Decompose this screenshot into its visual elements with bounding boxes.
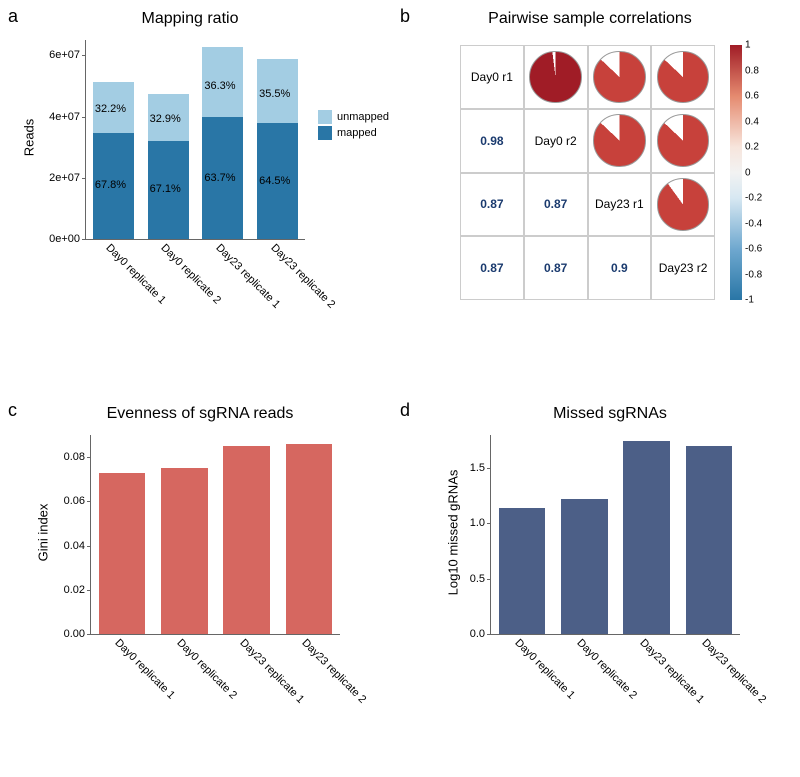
- bar: [686, 446, 733, 634]
- corr-value: 0.9: [588, 236, 652, 300]
- corr-pie-cell: [651, 45, 715, 109]
- panel-a-ylabel: Reads: [21, 119, 36, 157]
- legend-swatch: [318, 110, 332, 124]
- bar-pct-mapped: 63.7%: [204, 172, 235, 184]
- panel-a-legend: unmapped mapped: [318, 110, 389, 142]
- panel-d-label: d: [400, 400, 410, 421]
- corr-diag-label: Day23 r1: [588, 173, 652, 237]
- correlation-matrix: Day0 r10.98Day0 r20.870.87Day23 r10.870.…: [460, 45, 715, 300]
- colorbar-tick: 0.2: [742, 142, 759, 153]
- corr-value: 0.87: [460, 173, 524, 237]
- corr-pie: [529, 51, 581, 103]
- colorbar-tick: -0.4: [742, 218, 762, 229]
- colorbar-tick: 0.4: [742, 116, 759, 127]
- bar: [161, 468, 208, 634]
- colorbar-tick: -0.2: [742, 193, 762, 204]
- bar: [223, 446, 270, 634]
- ytick: 0.00: [64, 628, 91, 640]
- bar: [286, 444, 333, 634]
- panel-c-ylabel: Gini index: [35, 504, 50, 562]
- legend-text: unmapped: [337, 111, 389, 123]
- bar: [623, 441, 670, 634]
- corr-pie-cell: [651, 173, 715, 237]
- ytick: 0.04: [64, 540, 91, 552]
- corr-pie-cell: [524, 45, 588, 109]
- corr-pie: [593, 51, 645, 103]
- ytick: 0.5: [470, 573, 491, 585]
- legend-swatch: [318, 126, 332, 140]
- panel-b-title: Pairwise sample correlations: [440, 10, 740, 28]
- ytick: 0.02: [64, 584, 91, 596]
- legend-item: unmapped: [318, 110, 389, 124]
- bar-pct-unmapped: 35.5%: [259, 88, 290, 100]
- panel-b-label: b: [400, 6, 410, 27]
- panel-c-label: c: [8, 400, 17, 421]
- corr-pie-cell: [588, 109, 652, 173]
- ytick: 4e+07: [49, 111, 86, 123]
- colorbar-tick: 0: [742, 167, 751, 178]
- colorbar-tick: 0.8: [742, 65, 759, 76]
- ytick: 0.0: [470, 628, 491, 640]
- panel-c-title: Evenness of sgRNA reads: [60, 405, 340, 423]
- corr-diag-label: Day23 r2: [651, 236, 715, 300]
- colorbar-tick: -0.6: [742, 244, 762, 255]
- corr-pie: [657, 178, 709, 230]
- panel-d-title: Missed sgRNAs: [480, 405, 740, 423]
- xtick-label: Day0 replicate 2: [158, 242, 223, 307]
- xtick-label: Day0 replicate 1: [112, 637, 177, 702]
- ytick: 1.0: [470, 517, 491, 529]
- corr-pie: [657, 114, 709, 166]
- colorbar: 10.80.60.40.20-0.2-0.4-0.6-0.8-1: [730, 45, 742, 300]
- bar: [561, 499, 608, 634]
- corr-value: 0.87: [524, 173, 588, 237]
- mapping-ratio-chart: 0e+002e+074e+076e+0767.8%32.2%Day0 repli…: [85, 40, 305, 240]
- stacked-bar: [257, 59, 298, 239]
- bar-pct-unmapped: 32.9%: [150, 113, 181, 125]
- ytick: 1.5: [470, 462, 491, 474]
- evenness-chart: 0.000.020.040.060.08Day0 replicate 1Day0…: [90, 435, 340, 635]
- xtick-label: Day23 replicate 1: [237, 637, 306, 706]
- ytick: 0e+00: [49, 233, 86, 245]
- bar-pct-unmapped: 36.3%: [204, 80, 235, 92]
- corr-pie-cell: [651, 109, 715, 173]
- ytick: 0.08: [64, 451, 91, 463]
- corr-value: 0.87: [460, 236, 524, 300]
- bar-pct-unmapped: 32.2%: [95, 103, 126, 115]
- colorbar-tick: -0.8: [742, 269, 762, 280]
- panel-a-title: Mapping ratio: [60, 10, 320, 28]
- bar-pct-mapped: 64.5%: [259, 175, 290, 187]
- corr-diag-label: Day0 r2: [524, 109, 588, 173]
- legend-text: mapped: [337, 127, 377, 139]
- legend-item: mapped: [318, 126, 389, 140]
- colorbar-tick: -1: [742, 295, 754, 306]
- xtick-label: Day0 replicate 2: [575, 637, 640, 702]
- stacked-bar: [202, 47, 243, 239]
- bar: [99, 473, 146, 634]
- colorbar-tick: 1: [742, 40, 751, 51]
- corr-pie: [593, 114, 645, 166]
- corr-value: 0.98: [460, 109, 524, 173]
- xtick-label: Day23 replicate 2: [299, 637, 368, 706]
- corr-pie: [657, 51, 709, 103]
- bar-pct-mapped: 67.1%: [150, 183, 181, 195]
- xtick-label: Day23 replicate 2: [699, 637, 768, 706]
- corr-diag-label: Day0 r1: [460, 45, 524, 109]
- corr-pie-cell: [588, 45, 652, 109]
- xtick-label: Day0 replicate 2: [175, 637, 240, 702]
- panel-d-ylabel: Log10 missed gRNAs: [445, 470, 460, 596]
- xtick-label: Day0 replicate 1: [512, 637, 577, 702]
- ytick: 6e+07: [49, 49, 86, 61]
- ytick: 0.06: [64, 495, 91, 507]
- ytick: 2e+07: [49, 172, 86, 184]
- xtick-label: Day23 replicate 1: [637, 637, 706, 706]
- missed-chart: 0.00.51.01.5Day0 replicate 1Day0 replica…: [490, 435, 740, 635]
- bar: [499, 508, 546, 634]
- panel-a-label: a: [8, 6, 18, 27]
- bar-pct-mapped: 67.8%: [95, 179, 126, 191]
- corr-value: 0.87: [524, 236, 588, 300]
- colorbar-tick: 0.6: [742, 91, 759, 102]
